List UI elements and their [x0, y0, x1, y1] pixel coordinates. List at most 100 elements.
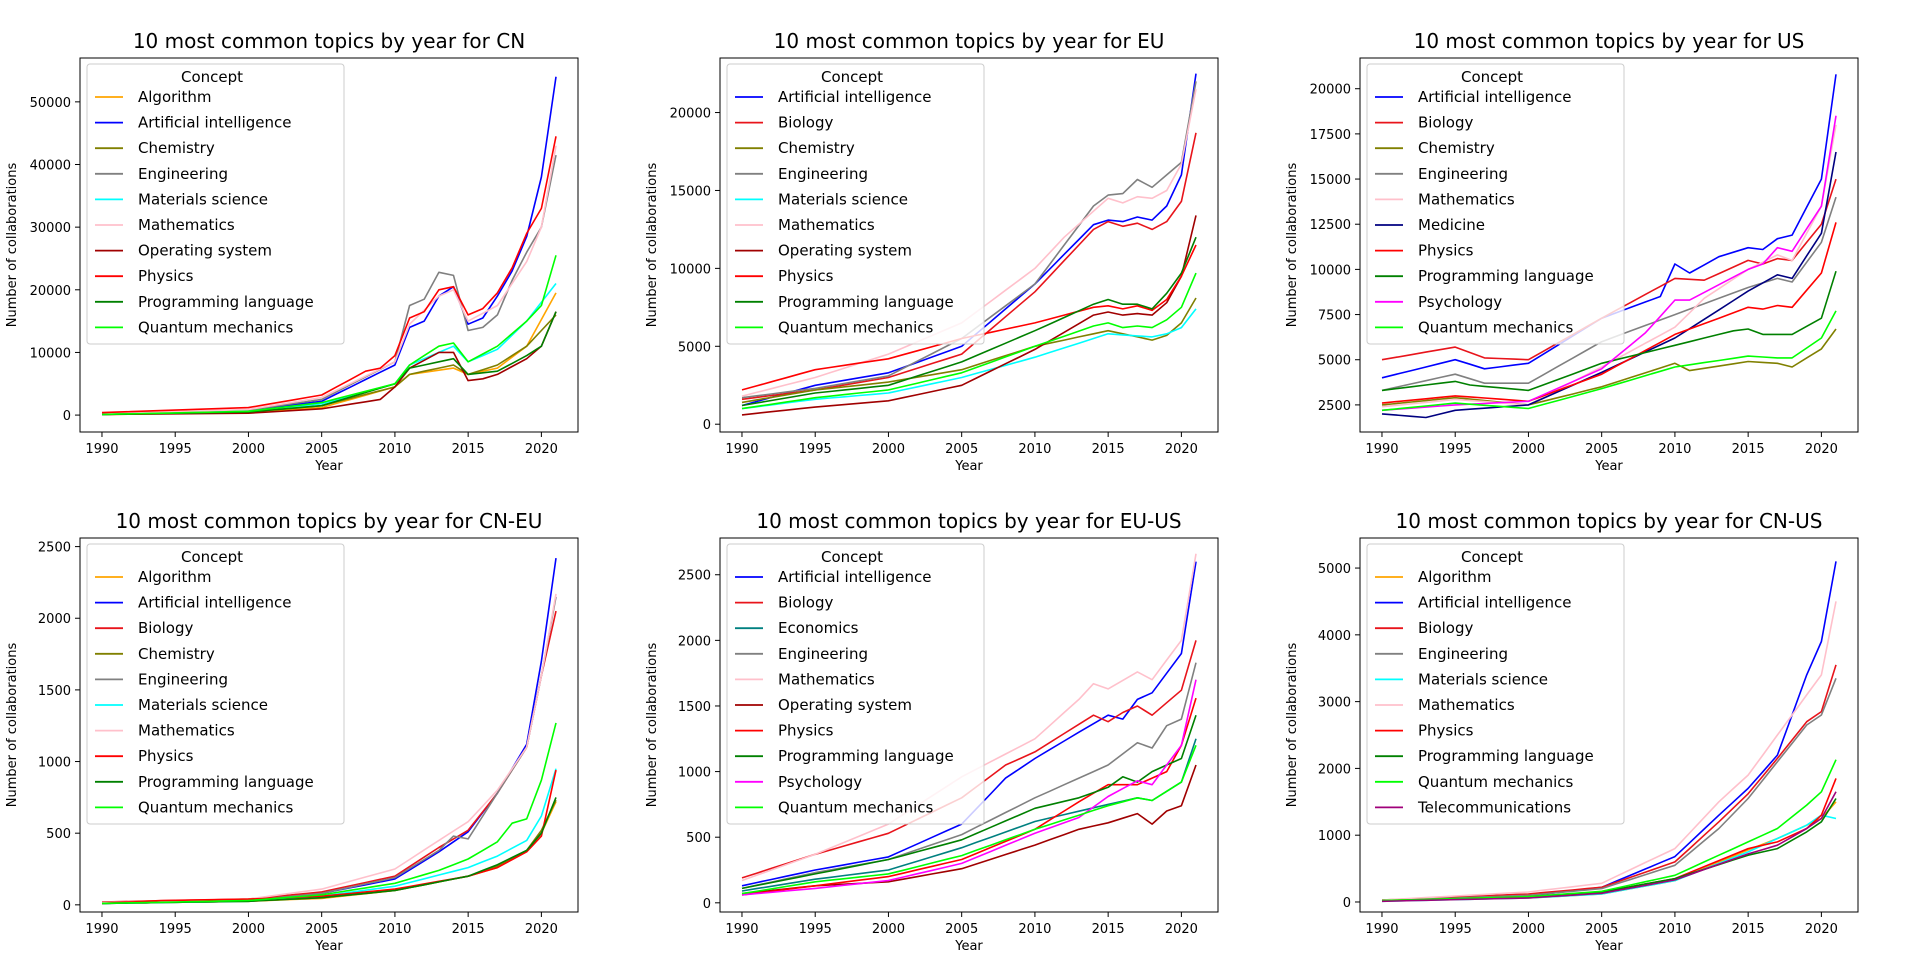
x-tick-label: 2000 — [232, 442, 265, 457]
chart-title: 10 most common topics by year for CN — [133, 29, 525, 53]
legend-box — [726, 63, 985, 345]
legend-label-algorithm: Algorithm — [138, 568, 211, 586]
x-tick-label: 1990 — [725, 442, 758, 457]
plot-frame — [79, 537, 579, 913]
x-tick-label: 1990 — [725, 922, 758, 937]
plot-frame — [1359, 537, 1859, 913]
x-tick-label: 2005 — [945, 442, 978, 457]
y-tick-label: 5000 — [678, 340, 711, 355]
legend-label-operating-system: Operating system — [778, 696, 912, 714]
x-tick-label: 1995 — [1439, 442, 1472, 457]
chart-panel-us: 10 most common topics by year for US Year… — [1285, 29, 1859, 474]
legend-label-engineering: Engineering — [778, 645, 868, 663]
legend-label-engineering: Engineering — [1418, 165, 1508, 183]
y-tick-label: 1500 — [678, 700, 711, 715]
legend-label-mathematics: Mathematics — [138, 216, 235, 234]
y-tick-label: 2500 — [678, 569, 711, 584]
legend-label-quantum-mechanics: Quantum mechanics — [138, 798, 293, 816]
y-tick-label: 0 — [703, 897, 711, 912]
legend-title: Concept — [181, 68, 243, 86]
x-tick-label: 2015 — [1732, 442, 1765, 457]
x-tick-label: 2015 — [452, 922, 485, 937]
series-line-mathematics — [101, 145, 557, 415]
legend-title: Concept — [181, 548, 243, 566]
legend-label-mathematics: Mathematics — [138, 722, 235, 740]
legend-box — [726, 543, 985, 825]
legend-label-psychology: Psychology — [1418, 293, 1502, 311]
plot-frame — [79, 57, 579, 433]
y-tick-label: 10000 — [1310, 263, 1351, 278]
y-axis-label: Number of collaborations — [645, 643, 660, 808]
y-tick-label: 20000 — [1310, 83, 1351, 98]
y-tick-label: 0 — [63, 899, 71, 914]
legend-box — [1366, 543, 1625, 825]
x-tick-label: 1990 — [85, 922, 118, 937]
legend-label-materials-science: Materials science — [778, 190, 908, 208]
legend-label-telecommunications: Telecommunications — [1417, 798, 1571, 816]
x-tick-label: 2005 — [305, 442, 338, 457]
x-tick-label: 1995 — [159, 922, 192, 937]
legend-label-physics: Physics — [778, 267, 834, 285]
series-line-quantum-mechanics — [1381, 310, 1837, 412]
x-tick-label: 2005 — [305, 922, 338, 937]
chart-title: 10 most common topics by year for US — [1414, 29, 1805, 53]
x-tick-label: 2010 — [1658, 442, 1691, 457]
x-tick-label: 2000 — [1512, 442, 1545, 457]
plot-area — [1381, 561, 1837, 903]
y-tick-label: 1000 — [38, 756, 71, 771]
y-tick-label: 1000 — [1318, 829, 1351, 844]
legend-label-physics: Physics — [1418, 722, 1474, 740]
chart-panel-eu-us: 10 most common topics by year for EU-US Y… — [645, 509, 1219, 954]
y-axis-label: Number of collaborations — [5, 163, 20, 328]
series-line-quantum-mechanics — [741, 745, 1197, 895]
x-tick-label: 2020 — [1165, 442, 1198, 457]
legend-label-quantum-mechanics: Quantum mechanics — [1418, 773, 1573, 791]
series-line-medicine — [1381, 151, 1837, 419]
x-tick-label: 2000 — [1512, 922, 1545, 937]
legend-label-quantum-mechanics: Quantum mechanics — [778, 318, 933, 336]
legend-label-biology: Biology — [1418, 114, 1474, 132]
legend-label-algorithm: Algorithm — [138, 88, 211, 106]
series-line-engineering — [741, 662, 1197, 890]
y-axis-label: Number of collaborations — [645, 163, 660, 328]
legend-label-chemistry: Chemistry — [138, 139, 215, 157]
x-axis-label: Year — [1594, 939, 1623, 954]
x-tick-label: 2020 — [1805, 922, 1838, 937]
x-tick-label: 1995 — [799, 442, 832, 457]
legend-label-mathematics: Mathematics — [778, 670, 875, 688]
series-line-quantum-mechanics — [101, 255, 557, 416]
series-line-operating-system — [741, 215, 1197, 416]
series-line-biology — [1381, 664, 1837, 901]
legend-label-materials-science: Materials science — [1418, 670, 1548, 688]
series-line-physics — [101, 769, 557, 905]
x-tick-label: 2010 — [1018, 442, 1051, 457]
y-tick-label: 2000 — [678, 634, 711, 649]
plot-area — [101, 76, 557, 416]
chart-title: 10 most common topics by year for EU — [774, 29, 1165, 53]
x-tick-label: 2010 — [1018, 922, 1051, 937]
legend-title: Concept — [1461, 548, 1523, 566]
y-tick-label: 15000 — [670, 184, 711, 199]
series-line-materials-science — [741, 308, 1197, 410]
series-line-quantum-mechanics — [741, 272, 1197, 410]
legend-label-psychology: Psychology — [778, 773, 862, 791]
legend-label-artificial-intelligence: Artificial intelligence — [1418, 88, 1572, 106]
series-line-quantum-mechanics — [1381, 759, 1837, 902]
legend-label-physics: Physics — [1418, 242, 1474, 260]
y-tick-label: 10000 — [30, 346, 71, 361]
legend-label-mathematics: Mathematics — [778, 216, 875, 234]
legend-label-artificial-intelligence: Artificial intelligence — [778, 88, 932, 106]
legend: Concept Artificial intelligence Biology Eco… — [726, 543, 985, 825]
legend-box — [86, 63, 345, 345]
legend-label-programming-language: Programming language — [778, 293, 954, 311]
x-axis-label: Year — [1594, 459, 1623, 474]
x-tick-label: 2005 — [1585, 922, 1618, 937]
legend-label-programming-language: Programming language — [138, 293, 314, 311]
y-axis-label: Number of collaborations — [5, 643, 20, 808]
legend-label-quantum-mechanics: Quantum mechanics — [1418, 318, 1573, 336]
legend-label-physics: Physics — [138, 747, 194, 765]
chart-title: 10 most common topics by year for EU-US — [756, 509, 1181, 533]
series-line-programming-language — [1381, 270, 1837, 392]
legend: Concept Algorithm Artificial intelligence C… — [86, 63, 345, 345]
y-tick-label: 1000 — [678, 766, 711, 781]
